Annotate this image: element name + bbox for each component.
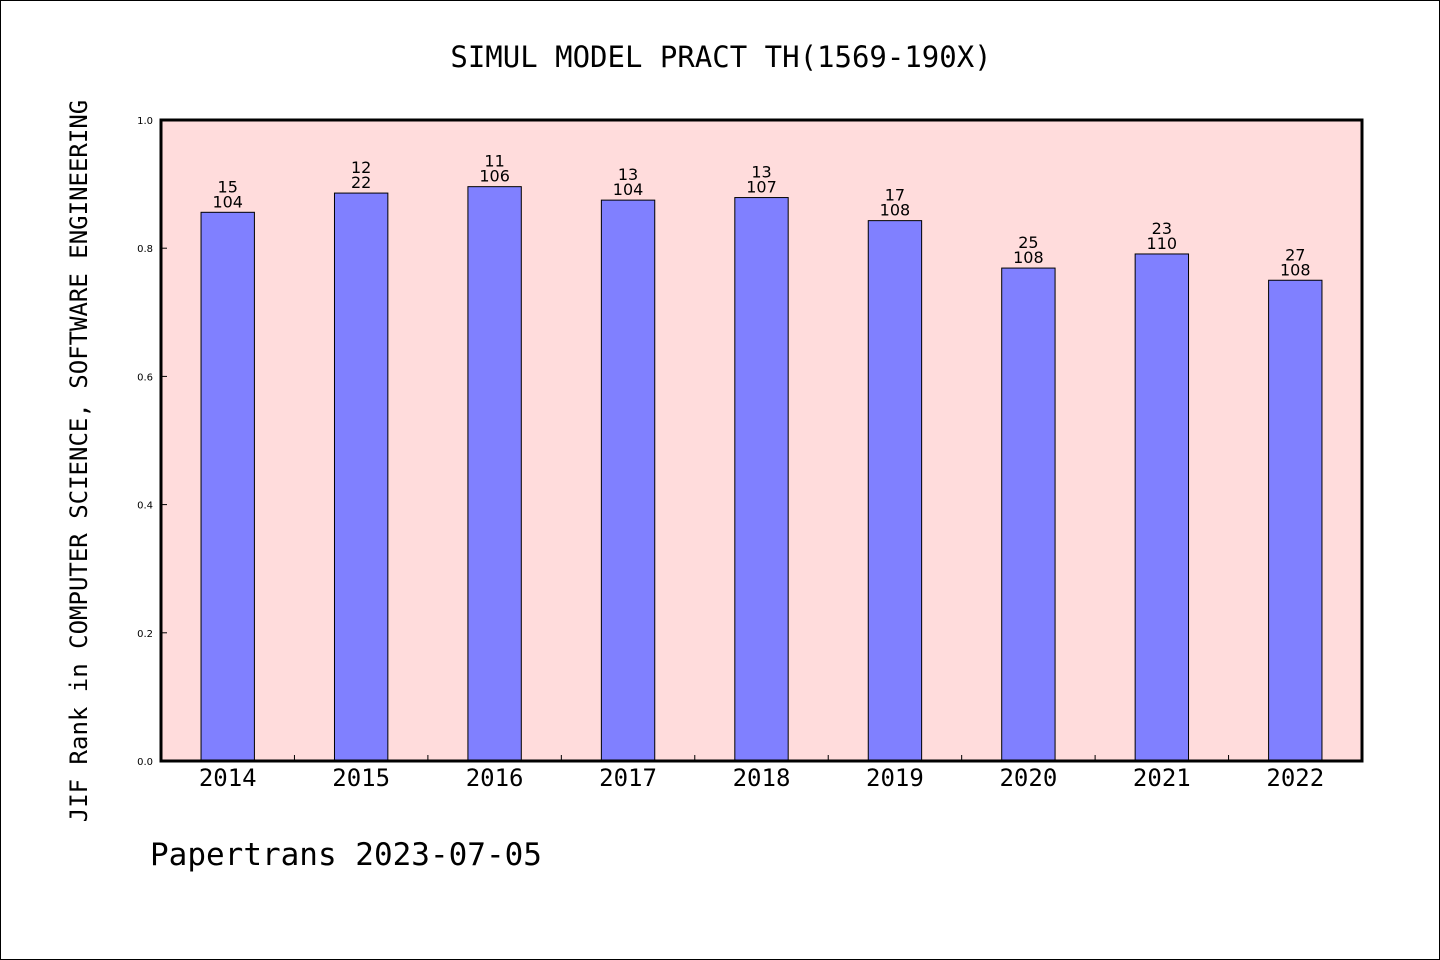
rank-label-2017: 13 (618, 165, 638, 184)
y-tick-label: 1.0 (137, 116, 153, 127)
footer-credit: Papertrans 2023-07-05 (150, 837, 542, 873)
bar-2018 (734, 197, 789, 762)
bar-2017 (600, 199, 656, 762)
bar-2019 (867, 220, 923, 762)
bars-group (200, 186, 1323, 762)
rank-label-2015: 12 (351, 158, 371, 177)
x-tick-label-2014: 2014 (199, 764, 257, 792)
total-label-2017: 104 (613, 180, 644, 199)
total-label-2022: 108 (1280, 260, 1311, 279)
total-label-2018: 107 (746, 178, 777, 197)
bar-2022 (1268, 279, 1323, 762)
y-tick-label: 0.6 (137, 372, 153, 383)
rank-label-2014: 15 (218, 177, 238, 196)
bar-2016 (467, 186, 522, 762)
rank-label-2022: 27 (1285, 245, 1305, 264)
x-tick-label-2015: 2015 (332, 764, 390, 792)
chart-title: SIMUL MODEL PRACT TH(1569-190X) (450, 40, 991, 74)
rank-label-2019: 17 (885, 186, 905, 205)
y-axis-label: JIF Rank in COMPUTER SCIENCE, SOFTWARE E… (65, 100, 93, 822)
x-tick-label-2017: 2017 (599, 764, 657, 792)
x-tick-label-2021: 2021 (1133, 764, 1191, 792)
x-axis: 2014 2015 2016 2017 2018 2019 2020 2021 2022 (199, 755, 1324, 792)
total-label-2016: 106 (479, 167, 510, 186)
total-label-2021: 110 (1147, 234, 1178, 253)
total-label-2020: 108 (1013, 248, 1044, 267)
y-tick-label: 0.2 (137, 629, 153, 640)
rank-label-2020: 25 (1018, 233, 1038, 252)
x-tick-label-2016: 2016 (466, 764, 524, 792)
bar-2021 (1134, 253, 1190, 762)
bar-2020 (1001, 267, 1056, 762)
bar-2014 (200, 211, 255, 762)
total-label-2019: 108 (880, 201, 911, 220)
y-tick-label: 0.0 (137, 757, 153, 768)
y-tick-label: 0.4 (137, 501, 153, 512)
total-label-2014: 104 (212, 192, 243, 211)
plot-border (159, 118, 1364, 763)
rank-label-2016: 11 (484, 152, 504, 171)
rank-label-2021: 23 (1152, 219, 1172, 238)
total-label-2015: 22 (351, 173, 371, 192)
x-tick-label-2019: 2019 (866, 764, 924, 792)
x-tick-label-2022: 2022 (1266, 764, 1324, 792)
x-tick-label-2020: 2020 (999, 764, 1057, 792)
rank-label-2018: 13 (751, 163, 771, 182)
bar-2015 (333, 192, 389, 762)
x-tick-label-2018: 2018 (733, 764, 791, 792)
y-tick-label: 0.8 (137, 244, 153, 255)
